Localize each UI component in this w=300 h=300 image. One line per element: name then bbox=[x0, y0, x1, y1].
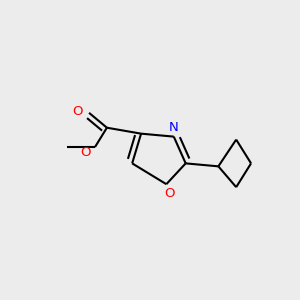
Text: O: O bbox=[73, 105, 83, 118]
Text: O: O bbox=[80, 146, 91, 159]
Text: O: O bbox=[164, 187, 175, 200]
Text: N: N bbox=[169, 121, 179, 134]
